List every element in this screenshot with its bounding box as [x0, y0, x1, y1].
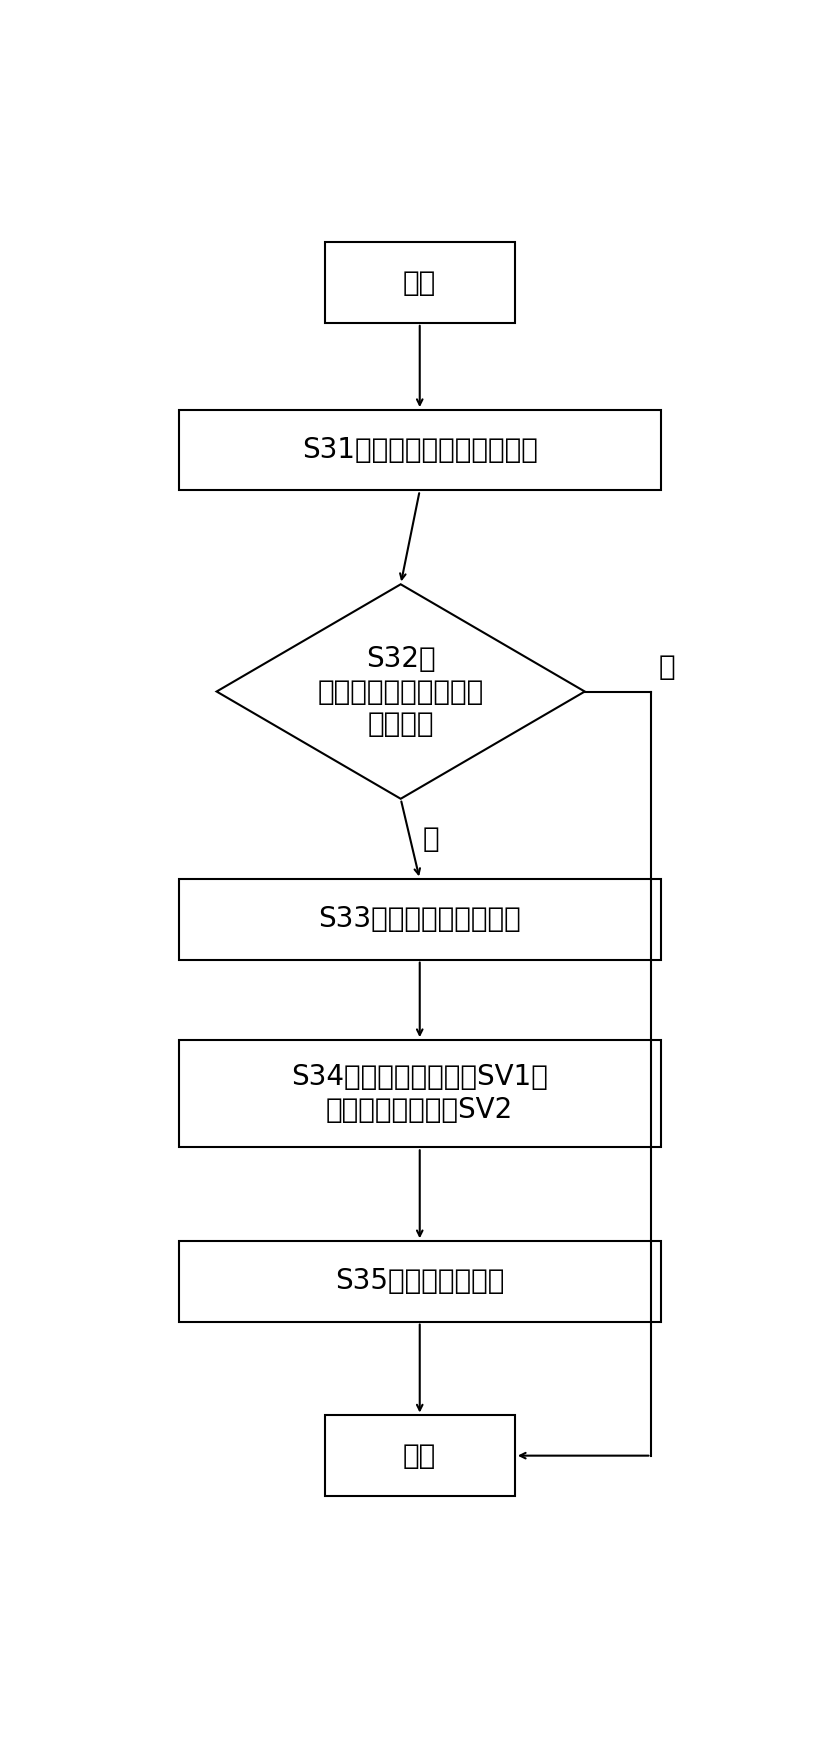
Text: S35，控制机组断电: S35，控制机组断电: [335, 1267, 505, 1295]
Bar: [179, 1039, 661, 1147]
Text: S31，实时接收未来天气信息: S31，实时接收未来天气信息: [301, 437, 538, 465]
Text: 否: 否: [659, 653, 676, 681]
Text: S33，启动冷媒回收流程: S33，启动冷媒回收流程: [319, 905, 521, 933]
Polygon shape: [216, 585, 585, 799]
Bar: [324, 242, 515, 322]
Text: 开始: 开始: [403, 268, 437, 296]
Text: S32，
判断未来天气是否存在
特殊天气: S32， 判断未来天气是否存在 特殊天气: [318, 646, 484, 738]
Bar: [324, 1415, 515, 1496]
Text: 是: 是: [423, 825, 440, 853]
Bar: [179, 879, 661, 959]
Bar: [179, 1241, 661, 1321]
Bar: [179, 411, 661, 491]
Text: 结束: 结束: [403, 1442, 437, 1469]
Text: S34，立即关闭截止阀SV1，
并缓慢关闭截止阀SV2: S34，立即关闭截止阀SV1， 并缓慢关闭截止阀SV2: [292, 1064, 548, 1125]
